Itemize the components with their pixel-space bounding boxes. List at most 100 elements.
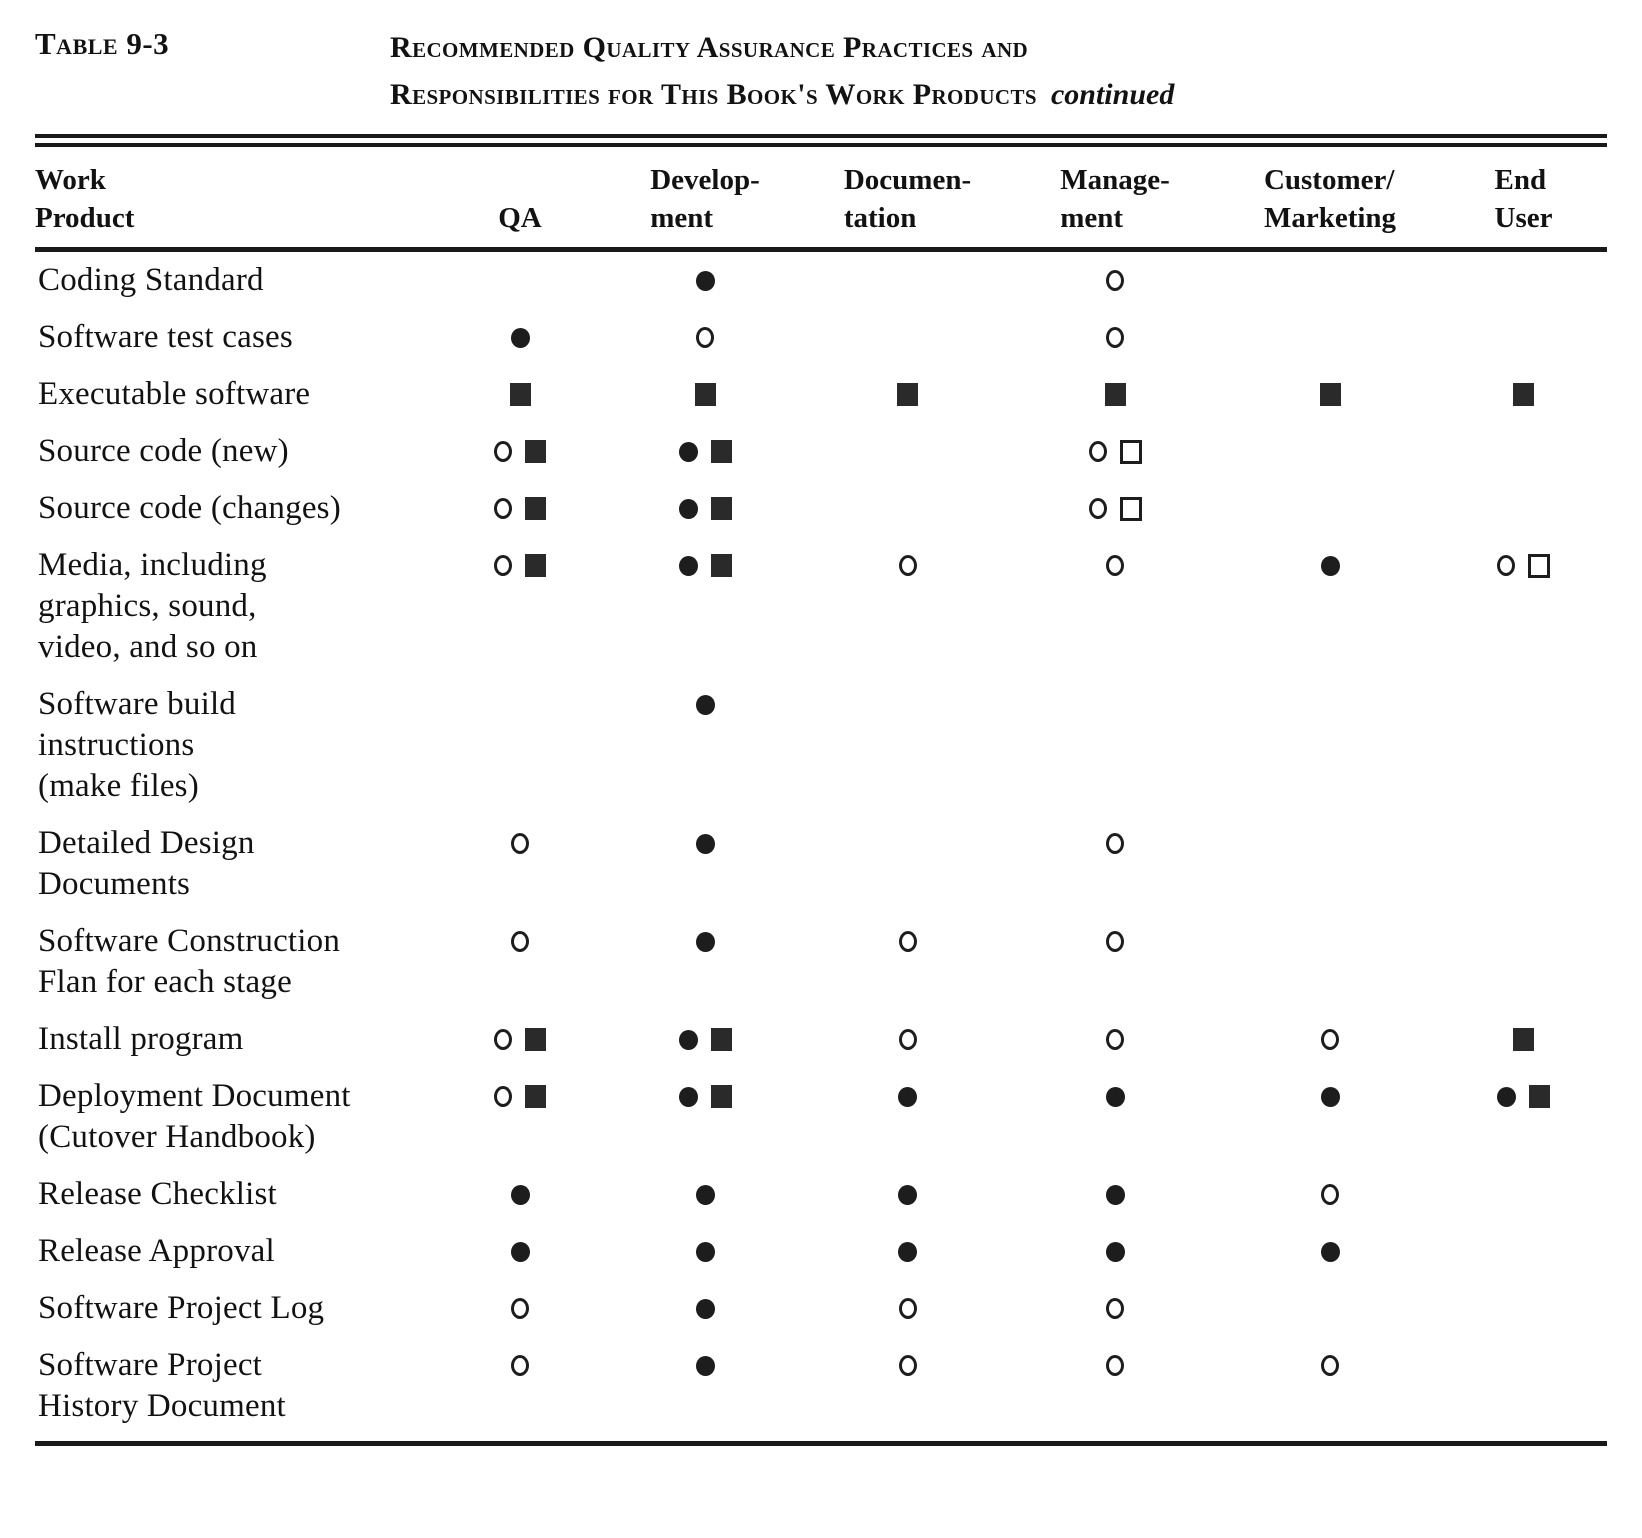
work-product-label: Software Project Log	[38, 1290, 325, 1326]
symbol-cell-end-user	[1440, 1068, 1607, 1166]
filled-circle-icon	[678, 498, 698, 519]
filled-square-icon	[525, 497, 546, 520]
table-row: Release Checklist	[35, 1166, 1607, 1223]
filled-circle-icon	[695, 270, 715, 291]
open-circle-icon	[494, 498, 512, 519]
symbol-cell-development	[605, 423, 805, 480]
symbol-cell-qa	[435, 1223, 605, 1280]
symbol-cell-customer-marketing	[1220, 366, 1440, 423]
table-row: Software Project History Document	[35, 1337, 1607, 1435]
symbol-cell-documentation	[805, 366, 1010, 423]
symbol-cell-qa	[435, 480, 605, 537]
table-title-line1: Recommended Quality Assurance Practices …	[390, 31, 1029, 64]
symbol-cell-development	[605, 480, 805, 537]
symbol-cell-qa	[435, 1166, 605, 1223]
filled-square-icon	[1319, 383, 1341, 406]
symbol-cell-customer-marketing	[1220, 913, 1440, 1011]
symbol-cell-development	[605, 366, 805, 423]
filled-circle-icon	[695, 694, 715, 715]
symbol-cell-management	[1010, 1068, 1220, 1166]
symbol-cell-development	[605, 1011, 805, 1068]
symbol-cell-documentation	[805, 1337, 1010, 1435]
filled-square-icon	[710, 554, 732, 577]
symbol-cell-customer-marketing	[1220, 676, 1440, 815]
table-body: Coding Standard Software test cases Execut…	[35, 250, 1607, 1436]
symbol-cell-customer-marketing	[1220, 1223, 1440, 1280]
symbol-cell-end-user	[1440, 1337, 1607, 1435]
symbol-cell-qa	[435, 1337, 605, 1435]
table-row: Coding Standard	[35, 250, 1607, 310]
symbol-cell-documentation	[805, 1166, 1010, 1223]
symbol-cell-management	[1010, 1166, 1220, 1223]
work-product-label: Install program	[38, 1021, 244, 1057]
filled-circle-icon	[695, 931, 715, 952]
scanned-book-page: Table 9-3 Recommended Quality Assurance …	[35, 26, 1607, 1446]
filled-square-icon	[1104, 383, 1126, 406]
symbol-cell-development	[605, 537, 805, 676]
col-header-development: Develop-ment	[605, 147, 805, 252]
symbol-cell-development	[605, 309, 805, 366]
table-row: Software test cases	[35, 309, 1607, 366]
filled-circle-icon	[510, 1184, 530, 1205]
symbol-cell-customer-marketing	[1220, 815, 1440, 913]
open-circle-icon	[1106, 327, 1124, 348]
filled-circle-icon	[898, 1184, 917, 1205]
symbol-cell-customer-marketing	[1220, 1280, 1440, 1337]
work-product-label: Coding Standard	[38, 262, 264, 298]
open-circle-icon	[511, 1298, 529, 1319]
symbol-cell-customer-marketing	[1220, 1011, 1440, 1068]
work-product-label: Software build instructions (make files)	[38, 686, 237, 804]
work-product-label: Software test cases	[38, 319, 293, 355]
symbol-cell-documentation	[805, 1223, 1010, 1280]
open-circle-icon	[494, 1029, 512, 1050]
filled-circle-icon	[695, 833, 715, 854]
filled-square-icon	[1513, 383, 1534, 406]
symbol-cell-documentation	[805, 1280, 1010, 1337]
symbol-cell-end-user	[1440, 309, 1607, 366]
symbol-cell-management	[1010, 250, 1220, 310]
col-header-documentation: Documen-tation	[805, 147, 1010, 252]
symbol-cell-customer-marketing	[1220, 1337, 1440, 1435]
symbol-cell-end-user	[1440, 1280, 1607, 1337]
table-row: Install program	[35, 1011, 1607, 1068]
open-circle-icon	[511, 931, 529, 952]
symbol-cell-end-user	[1440, 366, 1607, 423]
symbol-cell-customer-marketing	[1220, 250, 1440, 310]
table-row: Executable software	[35, 366, 1607, 423]
symbol-cell-development	[605, 1166, 805, 1223]
symbol-cell-management	[1010, 480, 1220, 537]
symbol-cell-management	[1010, 1337, 1220, 1435]
filled-square-icon	[710, 497, 732, 520]
filled-circle-icon	[1497, 1086, 1516, 1107]
open-circle-icon	[1106, 555, 1124, 576]
symbol-cell-development	[605, 815, 805, 913]
symbol-cell-end-user	[1440, 676, 1607, 815]
open-circle-icon	[898, 931, 917, 952]
col-header-work-product: Work Product	[35, 147, 435, 252]
work-product-label: Executable software	[38, 376, 311, 412]
col-header-end-user: End User	[1440, 147, 1607, 252]
table-row: Software build instructions (make files)	[35, 676, 1607, 815]
symbol-cell-documentation	[805, 480, 1010, 537]
symbol-cell-end-user	[1440, 1011, 1607, 1068]
symbol-cell-documentation	[805, 1011, 1010, 1068]
open-circle-icon	[898, 1298, 917, 1319]
filled-circle-icon	[678, 1086, 698, 1107]
work-product-label: Detailed Design Documents	[38, 825, 255, 902]
open-circle-icon	[1088, 498, 1107, 519]
symbol-cell-development	[605, 676, 805, 815]
open-circle-icon	[696, 327, 714, 348]
symbol-cell-documentation	[805, 1068, 1010, 1166]
open-circle-icon	[494, 1086, 512, 1107]
filled-square-icon	[694, 383, 716, 406]
filled-circle-icon	[898, 1241, 917, 1262]
open-circle-icon	[1106, 833, 1124, 854]
filled-square-icon	[509, 383, 531, 406]
work-product-label: Release Approval	[38, 1233, 275, 1269]
symbol-cell-customer-marketing	[1220, 480, 1440, 537]
table-bottom-rule	[35, 1441, 1607, 1446]
symbol-cell-documentation	[805, 537, 1010, 676]
table-row: Source code (new)	[35, 423, 1607, 480]
symbol-cell-management	[1010, 366, 1220, 423]
filled-circle-icon	[695, 1355, 715, 1376]
